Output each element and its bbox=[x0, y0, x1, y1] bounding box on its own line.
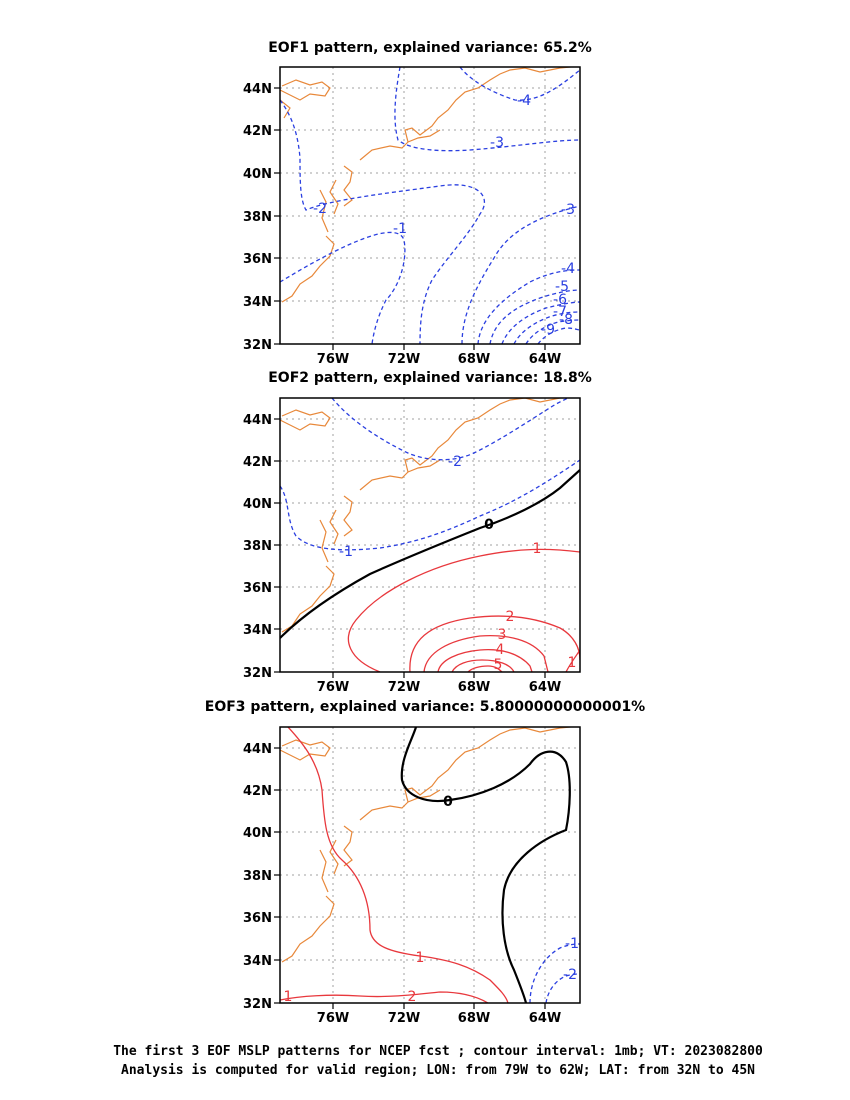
eof3-gridlines bbox=[280, 727, 580, 1003]
eof2-positive-contours bbox=[347, 548, 580, 672]
contour-label: -6 bbox=[553, 292, 567, 308]
lat-tick-label: 42N bbox=[243, 784, 272, 799]
eof2-panel: EOF2 pattern, explained variance: 18.8% bbox=[243, 370, 592, 695]
caption-line-2: Analysis is computed for valid region; L… bbox=[121, 1063, 755, 1078]
eof3-positive-contours bbox=[280, 727, 509, 1003]
lat-tick-label: 36N bbox=[243, 581, 272, 596]
contour-label: 1 bbox=[568, 655, 577, 671]
lat-tick-label: 40N bbox=[243, 826, 272, 841]
contour-label: 5 bbox=[494, 657, 503, 673]
eof3-coastline bbox=[280, 727, 577, 963]
eof1-gridlines bbox=[280, 67, 580, 344]
contour-label: 0 bbox=[443, 794, 453, 810]
eof2-frame bbox=[279, 397, 581, 673]
lon-tick-label: 64W bbox=[529, 352, 561, 367]
lat-tick-label: 32N bbox=[243, 666, 272, 681]
lon-tick-label: 72W bbox=[388, 352, 420, 367]
eof1-title: EOF1 pattern, explained variance: 65.2% bbox=[268, 40, 592, 56]
lat-tick-label: 32N bbox=[243, 997, 272, 1012]
eof2-gridlines bbox=[280, 398, 580, 672]
contour-label: 3 bbox=[498, 627, 507, 643]
lon-tick-label: 68W bbox=[458, 680, 490, 695]
lat-tick-label: 36N bbox=[243, 252, 272, 267]
contour-label: -1 bbox=[565, 936, 579, 952]
lat-tick-label: 32N bbox=[243, 338, 272, 353]
lat-tick-label: 44N bbox=[243, 742, 272, 757]
lat-tick-label: 38N bbox=[243, 210, 272, 225]
caption-line-1: The first 3 EOF MSLP patterns for NCEP f… bbox=[113, 1044, 763, 1059]
lat-tick-label: 40N bbox=[243, 167, 272, 182]
lon-tick-label: 72W bbox=[388, 680, 420, 695]
lat-tick-label: 44N bbox=[243, 413, 272, 428]
contour-label: -4 bbox=[561, 261, 575, 277]
eof3-negative-contours bbox=[529, 943, 580, 1003]
contour-label: 2 bbox=[408, 989, 417, 1005]
contour-label: -1 bbox=[393, 221, 407, 237]
eof2-zero-contour bbox=[280, 469, 580, 639]
contour-label: -4 bbox=[517, 93, 531, 109]
lat-tick-label: 42N bbox=[243, 124, 272, 139]
eof1-contour-labels: -4 -3 -2 -1 -3 -4 -5 -6 -7 -8 -9 bbox=[313, 93, 575, 338]
lon-tick-label: 76W bbox=[317, 680, 349, 695]
lat-tick-label: 38N bbox=[243, 539, 272, 554]
lat-tick-label: 34N bbox=[243, 954, 272, 969]
lat-tick-label: 42N bbox=[243, 455, 272, 470]
contour-label: -3 bbox=[490, 135, 504, 151]
contour-label: 2 bbox=[506, 609, 515, 625]
eof3-frame bbox=[279, 726, 581, 1004]
eof1-contours bbox=[280, 67, 580, 344]
eof2-title: EOF2 pattern, explained variance: 18.8% bbox=[268, 370, 592, 386]
contour-label: 0 bbox=[484, 517, 494, 533]
contour-label: 1 bbox=[416, 950, 425, 966]
contour-label: 4 bbox=[496, 642, 505, 658]
contour-label: -2 bbox=[313, 201, 327, 217]
contour-label: -9 bbox=[541, 322, 555, 338]
lon-tick-label: 64W bbox=[529, 1011, 561, 1026]
contour-label: -5 bbox=[555, 279, 569, 295]
eof2-negative-contours bbox=[280, 398, 580, 551]
lat-tick-label: 34N bbox=[243, 295, 272, 310]
eof1-panel: EOF1 pattern, explained variance: 65.2% bbox=[243, 40, 592, 367]
contour-label: -7 bbox=[553, 304, 567, 320]
eof1-frame bbox=[279, 66, 581, 345]
contour-label: 1 bbox=[284, 989, 293, 1005]
eof2-contour-labels: -2 -1 0 1 2 3 4 5 1 bbox=[339, 454, 577, 673]
lon-tick-label: 76W bbox=[317, 1011, 349, 1026]
eof3-panel: EOF3 pattern, explained variance: 5.8000… bbox=[205, 699, 645, 1026]
contour-label: -1 bbox=[339, 544, 353, 560]
lon-tick-label: 76W bbox=[317, 352, 349, 367]
lat-tick-label: 44N bbox=[243, 82, 272, 97]
lon-tick-label: 72W bbox=[388, 1011, 420, 1026]
contour-label: -2 bbox=[448, 454, 462, 470]
eof3-contour-labels: 0 1 1 2 -1 -2 bbox=[284, 794, 579, 1005]
eof2-coastline bbox=[280, 398, 567, 633]
eof1-coastline bbox=[280, 67, 577, 303]
lon-tick-label: 68W bbox=[458, 352, 490, 367]
lon-tick-label: 68W bbox=[458, 1011, 490, 1026]
eof3-zero-contours bbox=[400, 727, 571, 1003]
contour-label: -3 bbox=[561, 202, 575, 218]
contour-label: 1 bbox=[533, 541, 542, 557]
lat-tick-label: 34N bbox=[243, 623, 272, 638]
lat-tick-label: 38N bbox=[243, 869, 272, 884]
lat-tick-label: 36N bbox=[243, 911, 272, 926]
contour-label: -8 bbox=[559, 312, 573, 328]
lon-tick-label: 64W bbox=[529, 680, 561, 695]
figure-caption: The first 3 EOF MSLP patterns for NCEP f… bbox=[113, 1044, 763, 1078]
contour-label: -2 bbox=[563, 967, 577, 983]
eof3-title: EOF3 pattern, explained variance: 5.8000… bbox=[205, 699, 645, 715]
lat-tick-label: 40N bbox=[243, 497, 272, 512]
